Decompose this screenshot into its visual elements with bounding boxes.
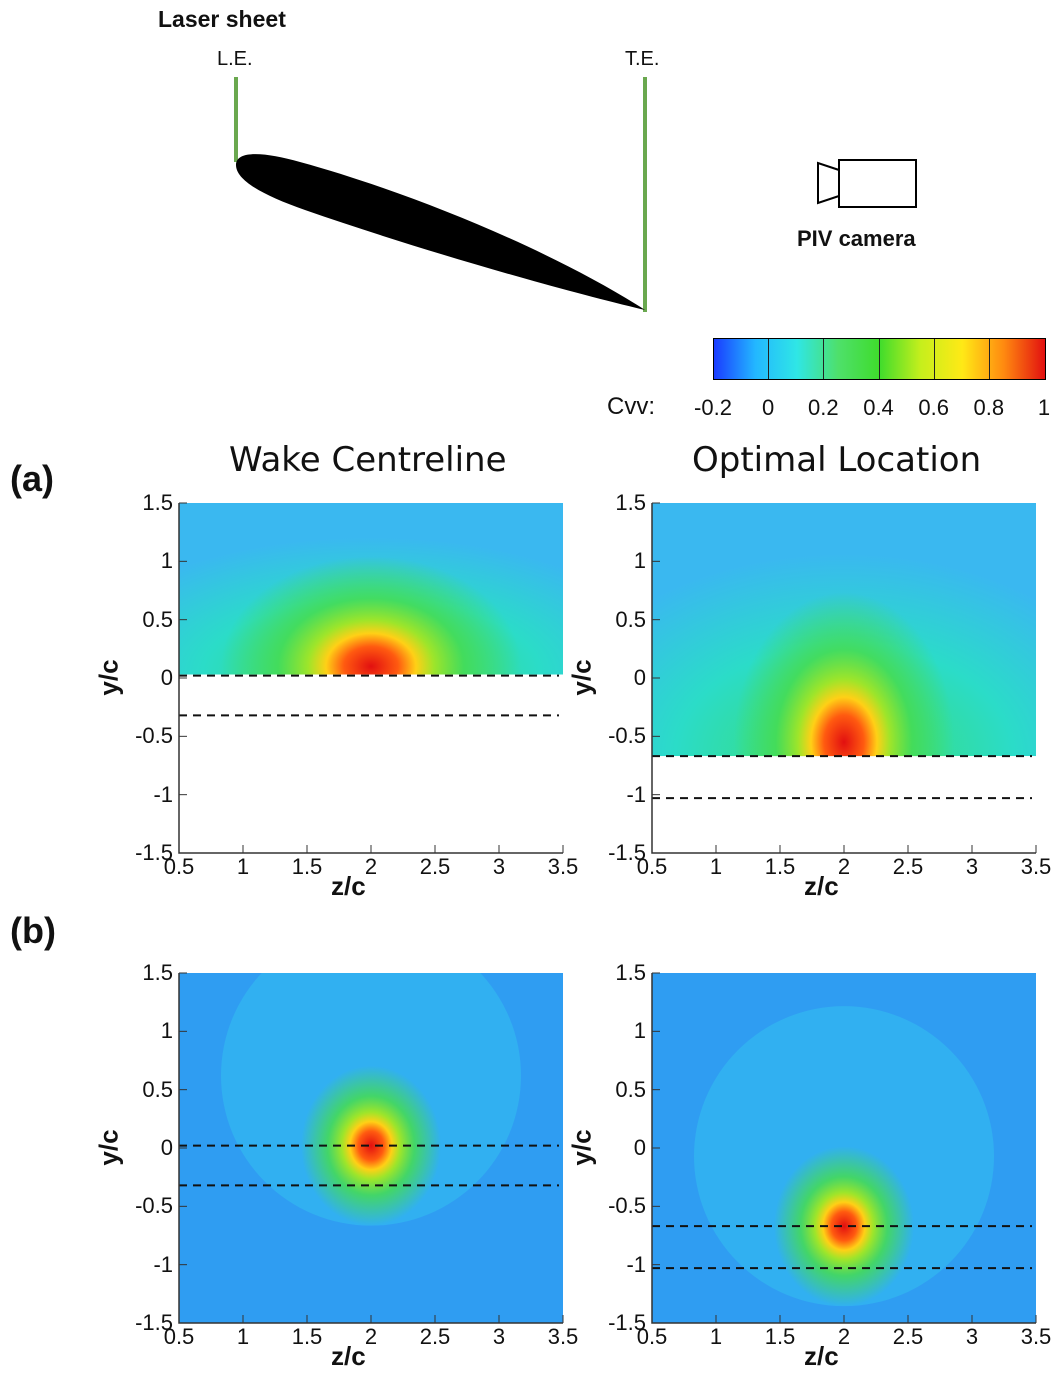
colorbar-divider (933, 339, 935, 379)
right-column-title: Optimal Location (692, 440, 982, 480)
x-tick-label: 2.5 (419, 1324, 451, 1349)
x-tick-label: 2.5 (892, 854, 924, 879)
y-tick-label: 1 (633, 1018, 646, 1044)
y-tick-label: 0 (633, 665, 646, 690)
colorbar-tick-label: 0 (762, 395, 775, 420)
y-tick-label: 1 (160, 548, 173, 574)
leading-edge-label: L.E. (217, 48, 253, 70)
x-tick-label: 3.5 (547, 854, 579, 879)
x-axis-label: z/c (804, 1341, 839, 1371)
heatmap-plot-4 (651, 972, 1037, 1324)
heatmap-peak (734, 592, 954, 757)
y-tick-label: 1 (160, 1018, 173, 1044)
y-tick-label: 0 (160, 1135, 173, 1160)
colorbar-divider (823, 339, 825, 379)
airfoil-shape (236, 154, 645, 310)
x-tick-label: 1 (236, 1324, 250, 1349)
y-tick-label: 1.5 (142, 960, 173, 985)
y-tick-label: -1 (153, 781, 173, 807)
colorbar-tick-label: 0.8 (973, 395, 1005, 420)
x-tick-label: 1.5 (764, 854, 796, 879)
y-tick-label: -1.5 (608, 1310, 646, 1335)
airfoil-schematic (234, 77, 917, 312)
panel-a-tag: (a) (10, 458, 54, 499)
y-tick-label: 1.5 (615, 960, 646, 985)
x-tick-label: 2 (837, 1324, 851, 1349)
colorbar (713, 338, 1046, 380)
y-tick-label: 0.5 (615, 1076, 646, 1102)
panel-b-tag: (b) (10, 910, 56, 951)
x-tick-label: 3.5 (547, 1324, 579, 1349)
colorbar-divider (988, 339, 990, 379)
x-tick-label: 1 (236, 854, 250, 879)
laser-sheet-label: Laser sheet (158, 6, 286, 32)
colorbar-variable-label: Cvv: (607, 393, 655, 420)
x-tick-label: 0.5 (636, 854, 668, 879)
x-tick-label: 2 (837, 854, 851, 879)
y-tick-label: 0 (160, 665, 173, 690)
left-column-title: Wake Centreline (229, 440, 507, 480)
colorbar-tick-label: 0.2 (808, 395, 839, 420)
y-tick-label: 0.5 (615, 606, 646, 632)
y-tick-label: 0.5 (142, 1076, 173, 1102)
x-tick-label: 0.5 (163, 1324, 195, 1349)
x-tick-label: 3.5 (1020, 854, 1052, 879)
x-axis-label: z/c (804, 871, 839, 901)
x-axis-label: z/c (331, 871, 366, 901)
y-tick-label: -1 (153, 1251, 173, 1277)
heatmap-plot-1 (178, 502, 564, 854)
y-tick-label: 1.5 (615, 490, 646, 515)
y-axis-label: y/c (93, 659, 124, 696)
y-tick-label: -1 (626, 781, 646, 807)
x-tick-label: 2 (364, 1324, 378, 1349)
piv-camera-label: PIV camera (797, 226, 916, 251)
colorbar-tick-label: 0.4 (863, 395, 894, 420)
y-tick-label: 0.5 (142, 606, 173, 632)
x-tick-label: 1.5 (764, 1324, 796, 1349)
colorbar-divider (768, 339, 770, 379)
colorbar-divider (878, 339, 880, 379)
x-tick-label: 1.5 (291, 1324, 323, 1349)
y-tick-label: -0.5 (608, 723, 646, 749)
x-tick-label: 1.5 (291, 854, 323, 879)
x-axis-label: z/c (331, 1341, 366, 1371)
x-tick-label: 1 (709, 1324, 723, 1349)
y-axis-label: y/c (566, 659, 597, 696)
y-axis-label: y/c (93, 1129, 124, 1166)
heatmap-peak (221, 556, 521, 675)
y-tick-label: 0 (633, 1135, 646, 1160)
x-tick-label: 3 (492, 854, 506, 879)
x-tick-label: 3 (965, 1324, 979, 1349)
x-tick-label: 0.5 (163, 854, 195, 879)
colorbar-tick-label: -0.2 (694, 395, 732, 420)
y-tick-label: -0.5 (135, 723, 173, 749)
heatmap-peak (774, 1146, 914, 1307)
y-tick-label: -1 (626, 1251, 646, 1277)
y-tick-label: 1 (633, 548, 646, 574)
y-tick-label: -1.5 (135, 1310, 173, 1335)
x-tick-label: 0.5 (636, 1324, 668, 1349)
x-tick-label: 3 (965, 854, 979, 879)
y-tick-label: -1.5 (608, 840, 646, 865)
y-axis-label: y/c (566, 1129, 597, 1166)
camera-icon (817, 159, 917, 208)
colorbar-tick-label: 1 (1037, 395, 1051, 420)
heatmap-plot-3 (178, 972, 564, 1324)
x-tick-label: 1 (709, 854, 723, 879)
x-tick-label: 2.5 (892, 1324, 924, 1349)
y-tick-label: -0.5 (135, 1193, 173, 1219)
heatmap-plot-2 (651, 502, 1037, 854)
y-tick-label: -1.5 (135, 840, 173, 865)
colorbar-tick-label: 0.6 (918, 395, 949, 420)
trailing-edge-label: T.E. (625, 48, 660, 70)
x-tick-label: 2.5 (419, 854, 451, 879)
x-tick-label: 3.5 (1020, 1324, 1052, 1349)
y-tick-label: 1.5 (142, 490, 173, 515)
y-tick-label: -0.5 (608, 1193, 646, 1219)
x-tick-label: 3 (492, 1324, 506, 1349)
x-tick-label: 2 (364, 854, 378, 879)
